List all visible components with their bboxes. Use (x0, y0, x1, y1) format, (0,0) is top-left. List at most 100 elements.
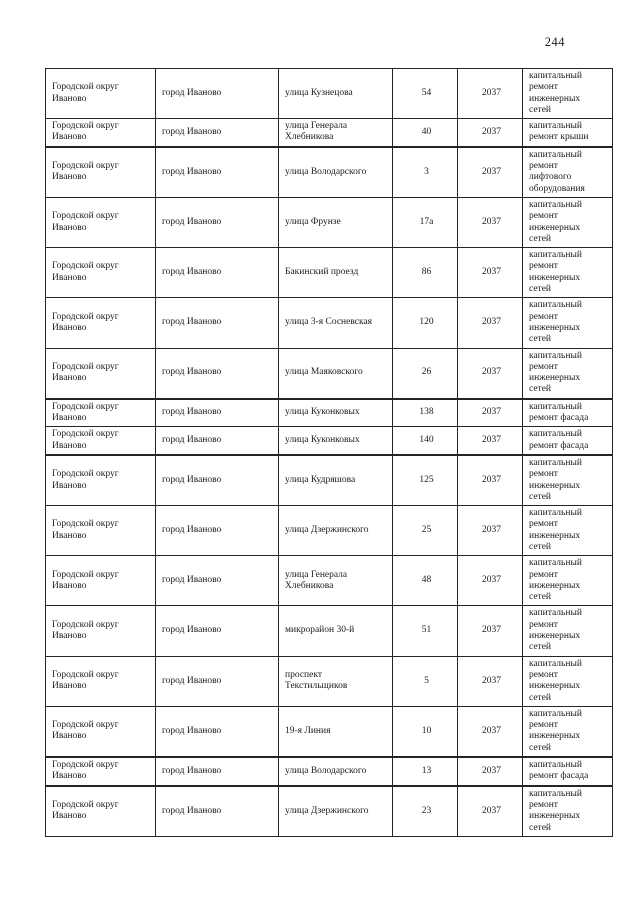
cell-city: город Иваново (155, 67, 279, 120)
cell-street: улица Володарского (278, 756, 393, 787)
cell-city: город Иваново (155, 347, 279, 400)
cell-house-number: 23 (392, 784, 458, 837)
table-body: Городской округ Иваново город Иваново ул… (45, 67, 613, 837)
cell-city: город Иваново (155, 426, 279, 456)
cell-city: город Иваново (155, 297, 279, 349)
cell-district: Городской округ Иваново (45, 347, 156, 400)
cell-district: Городской округ Иваново (45, 397, 156, 428)
cell-year: 2037 (457, 145, 523, 198)
cell-city: город Иваново (155, 247, 279, 299)
cell-district: Городской округ Иваново (45, 196, 156, 249)
cell-street: улица Кузнецова (278, 67, 393, 120)
cell-street: улица Куконковых (278, 397, 393, 428)
cell-street: микрорайон 30-й (278, 605, 393, 657)
cell-street: проспект Текстильщиков (278, 655, 393, 707)
cell-house-number: 48 (392, 555, 458, 607)
table-row: Городской округ Иваново город Иваново ул… (45, 347, 613, 400)
cell-house-number: 17а (392, 196, 458, 249)
cell-house-number: 54 (392, 67, 458, 120)
cell-repair-type: капитальный ремонт инженерных сетей (522, 705, 613, 759)
cell-house-number: 3 (392, 145, 458, 198)
cell-year: 2037 (457, 426, 523, 456)
cell-district: Городской округ Иваново (45, 705, 156, 759)
table-row: Городской округ Иваново город Иваново ул… (45, 453, 613, 507)
cell-city: город Иваново (155, 196, 279, 249)
cell-city: город Иваново (155, 555, 279, 607)
cell-city: город Иваново (155, 505, 279, 557)
cell-house-number: 25 (392, 505, 458, 557)
cell-district: Городской округ Иваново (45, 756, 156, 787)
repair-schedule-table: Городской округ Иваново город Иваново ул… (45, 67, 613, 837)
cell-city: город Иваново (155, 756, 279, 787)
cell-street: улица Володарского (278, 145, 393, 198)
cell-district: Городской округ Иваново (45, 118, 156, 148)
cell-repair-type: капитальный ремонт фасада (522, 756, 613, 787)
cell-house-number: 40 (392, 118, 458, 148)
cell-year: 2037 (457, 196, 523, 249)
cell-repair-type: капитальный ремонт фасада (522, 397, 613, 428)
cell-year: 2037 (457, 784, 523, 837)
cell-district: Городской округ Иваново (45, 67, 156, 120)
cell-city: город Иваново (155, 784, 279, 837)
cell-district: Городской округ Иваново (45, 247, 156, 299)
cell-repair-type: капитальный ремонт крыши (522, 118, 613, 148)
table-row: Городской округ Иваново город Иваново ул… (45, 118, 613, 148)
cell-repair-type: капитальный ремонт инженерных сетей (522, 784, 613, 837)
cell-year: 2037 (457, 453, 523, 507)
cell-year: 2037 (457, 397, 523, 428)
cell-district: Городской округ Иваново (45, 655, 156, 707)
cell-repair-type: капитальный ремонт инженерных сетей (522, 505, 613, 557)
table-row: Городской округ Иваново город Иваново ул… (45, 426, 613, 456)
cell-street: улица 3-я Сосневская (278, 297, 393, 349)
cell-district: Городской округ Иваново (45, 505, 156, 557)
cell-year: 2037 (457, 505, 523, 557)
cell-street: улица Генерала Хлебникова (278, 555, 393, 607)
cell-street: улица Маяковского (278, 347, 393, 400)
table-row: Городской округ Иваново город Иваново ул… (45, 397, 613, 428)
cell-district: Городской округ Иваново (45, 426, 156, 456)
cell-repair-type: капитальный ремонт инженерных сетей (522, 196, 613, 249)
cell-year: 2037 (457, 297, 523, 349)
table-row: Городской округ Иваново город Иваново ул… (45, 505, 613, 557)
cell-house-number: 26 (392, 347, 458, 400)
cell-street: 19-я Линия (278, 705, 393, 759)
cell-district: Городской округ Иваново (45, 784, 156, 837)
table-row: Городской округ Иваново город Иваново 19… (45, 705, 613, 759)
cell-street: улица Дзержинского (278, 505, 393, 557)
cell-house-number: 140 (392, 426, 458, 456)
cell-district: Городской округ Иваново (45, 605, 156, 657)
cell-year: 2037 (457, 705, 523, 759)
cell-repair-type: капитальный ремонт инженерных сетей (522, 67, 613, 120)
cell-house-number: 13 (392, 756, 458, 787)
cell-year: 2037 (457, 347, 523, 400)
cell-district: Городской округ Иваново (45, 145, 156, 198)
cell-street: улица Куконковых (278, 426, 393, 456)
cell-repair-type: капитальный ремонт инженерных сетей (522, 297, 613, 349)
cell-street: Бакинский проезд (278, 247, 393, 299)
cell-city: город Иваново (155, 145, 279, 198)
table-row: Городской округ Иваново город Иваново ул… (45, 145, 613, 198)
table-row: Городской округ Иваново город Иваново Ба… (45, 247, 613, 299)
cell-year: 2037 (457, 555, 523, 607)
cell-city: город Иваново (155, 655, 279, 707)
cell-house-number: 125 (392, 453, 458, 507)
table-row: Городской округ Иваново город Иваново ул… (45, 756, 613, 787)
table-row: Городской округ Иваново город Иваново пр… (45, 655, 613, 707)
cell-city: город Иваново (155, 605, 279, 657)
cell-house-number: 120 (392, 297, 458, 349)
cell-repair-type: капитальный ремонт инженерных сетей (522, 247, 613, 299)
cell-house-number: 10 (392, 705, 458, 759)
cell-house-number: 51 (392, 605, 458, 657)
cell-repair-type: капитальный ремонт инженерных сетей (522, 453, 613, 507)
cell-city: город Иваново (155, 118, 279, 148)
cell-year: 2037 (457, 655, 523, 707)
cell-house-number: 138 (392, 397, 458, 428)
cell-year: 2037 (457, 247, 523, 299)
cell-repair-type: капитальный ремонт фасада (522, 426, 613, 456)
cell-city: город Иваново (155, 453, 279, 507)
cell-repair-type: капитальный ремонт инженерных сетей (522, 347, 613, 400)
cell-city: город Иваново (155, 705, 279, 759)
table-row: Городской округ Иваново город Иваново ул… (45, 67, 613, 120)
cell-street: улица Фрунзе (278, 196, 393, 249)
cell-year: 2037 (457, 756, 523, 787)
